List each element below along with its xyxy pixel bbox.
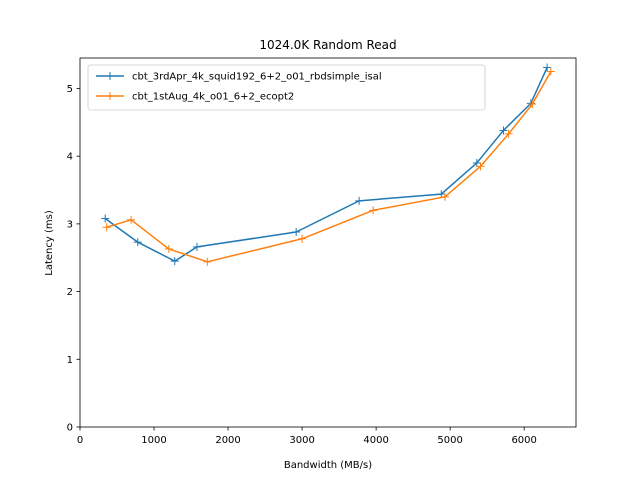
- chart-title: 1024.0K Random Read: [259, 38, 396, 52]
- data-point: [292, 228, 301, 237]
- x-tick-label: 0: [77, 435, 83, 446]
- data-point: [546, 67, 555, 76]
- axes-frame: [79, 57, 577, 428]
- legend-entry-2: cbt_1stAug_4k_o01_6+2_ecopt2: [96, 92, 294, 103]
- data-point: [476, 162, 485, 171]
- axes: 0 1000 2000 3000 4000 5000 6000 0 1 2 3 4 5: [67, 57, 577, 446]
- y-tick-label: 3: [67, 219, 73, 230]
- y-tick-label: 1: [67, 355, 73, 366]
- y-tick-label: 0: [67, 423, 73, 434]
- y-axis-label: Latency (ms): [44, 210, 55, 276]
- data-point: [355, 196, 364, 205]
- data-point: [170, 257, 179, 266]
- y-tick-label: 2: [67, 287, 73, 298]
- x-tick-label: 6000: [511, 435, 536, 446]
- data-point: [504, 129, 513, 138]
- y-tick-label: 4: [67, 152, 73, 163]
- data-point: [499, 126, 508, 135]
- x-tick-label: 1000: [141, 435, 166, 446]
- x-axis-label: Bandwidth (MB/s): [284, 460, 372, 471]
- data-point: [298, 234, 307, 243]
- legend-label: cbt_1stAug_4k_o01_6+2_ecopt2: [132, 92, 294, 103]
- plot-area: [101, 63, 555, 266]
- data-point: [440, 192, 449, 201]
- x-tick-label: 2000: [215, 435, 240, 446]
- data-point: [528, 100, 537, 109]
- y-tick-label: 5: [67, 84, 73, 95]
- data-point: [203, 257, 212, 266]
- x-tick-label: 4000: [363, 435, 388, 446]
- data-point: [133, 238, 142, 247]
- x-tick-label: 5000: [437, 435, 462, 446]
- data-point: [543, 63, 552, 72]
- data-point: [192, 242, 201, 251]
- legend-box: [87, 64, 486, 111]
- x-tick-label: 3000: [289, 435, 314, 446]
- data-point: [102, 223, 111, 232]
- data-point: [472, 158, 481, 167]
- data-point: [164, 244, 173, 253]
- legend-entry-1: cbt_3rdApr_4k_squid192_6+2_o01_rbdsimple…: [96, 72, 382, 83]
- data-point: [369, 206, 378, 215]
- legend: cbt_3rdApr_4k_squid192_6+2_o01_rbdsimple…: [87, 64, 486, 111]
- legend-label: cbt_3rdApr_4k_squid192_6+2_o01_rbdsimple…: [132, 72, 382, 83]
- data-point: [127, 215, 136, 224]
- data-point: [101, 214, 110, 223]
